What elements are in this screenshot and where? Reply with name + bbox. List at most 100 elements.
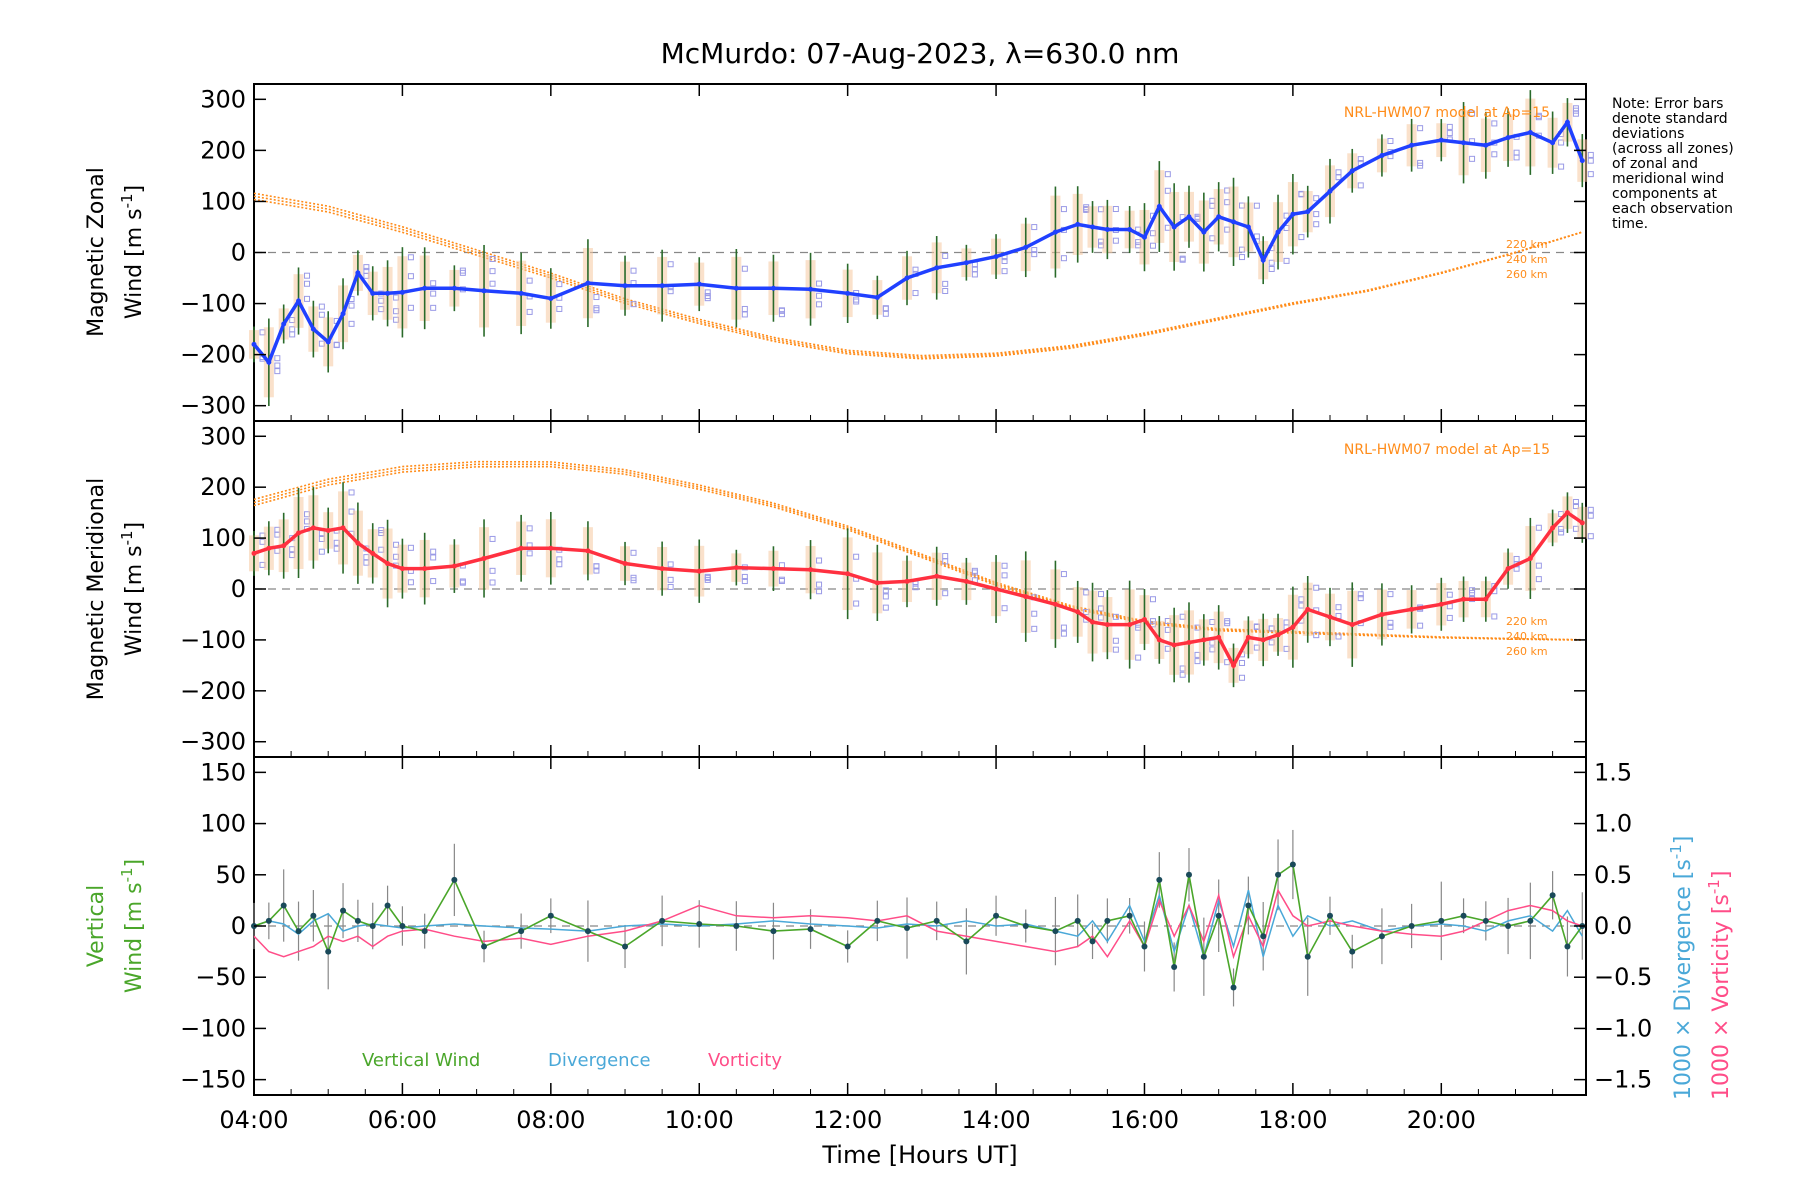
zonal-ytick-label: 200 — [200, 136, 246, 164]
zonal-ylabel: Magnetic Zonal Wind [m s-1] — [84, 167, 147, 337]
meridional-altitude-labels: 220 km 240 km 260 km — [1506, 615, 1548, 658]
zonal-sample — [593, 307, 600, 314]
meridional-wind-point — [808, 567, 814, 573]
vertical-wind-point — [369, 923, 376, 929]
zonal-sample — [556, 305, 563, 312]
zonal-sample — [882, 305, 889, 312]
zonal-wind-point — [1564, 119, 1570, 125]
x-axis-label: Time [Hours UT] — [821, 1141, 1017, 1169]
meridional-wind-point — [770, 566, 776, 572]
meridional-wind-point — [266, 545, 272, 551]
meridional-sample — [1513, 555, 1520, 562]
vertical-wind-point — [1408, 923, 1415, 929]
zonal-sample — [704, 289, 711, 296]
zonal-sample — [1558, 139, 1565, 146]
meridional-ylabel-line1: Magnetic Meridional — [84, 478, 109, 700]
zonal-wind-point — [1275, 229, 1281, 235]
meridional-wind-point — [251, 550, 257, 556]
vertical-wind-point — [481, 943, 488, 950]
zonal-ytick-label: −100 — [180, 290, 246, 318]
zonal-sample — [407, 254, 414, 261]
zonal-sample — [318, 311, 325, 318]
meridional-sample — [778, 578, 785, 585]
zonal-model-260 — [253, 192, 1583, 357]
zonal-ytick-label: −300 — [180, 392, 246, 420]
zonal-wind-point — [355, 270, 361, 276]
meridional-sample — [459, 579, 466, 586]
meridional-sample — [741, 578, 748, 585]
zonal-sample — [363, 264, 370, 271]
meridional-wind-point — [548, 545, 554, 551]
zonal-sample — [912, 290, 919, 297]
note-line-6: meridional wind — [1612, 171, 1724, 187]
zonal-wind-point — [385, 290, 391, 296]
zonal-wind-point — [696, 281, 702, 287]
zonal-ylabel-close: ] — [122, 185, 147, 194]
zonal-sample — [1112, 206, 1119, 213]
xtick-label: 08:00 — [516, 1106, 585, 1134]
meridional-sample — [1060, 630, 1067, 637]
meridional-sample — [853, 553, 860, 560]
zonal-sample — [1335, 169, 1342, 176]
zonal-sample — [274, 362, 281, 369]
zonal-sample — [1446, 123, 1453, 130]
meridional-sample — [667, 576, 674, 583]
zonal-sample — [1387, 138, 1394, 145]
meridional-wind-point — [1527, 555, 1533, 561]
zonal-wind-point — [451, 285, 457, 291]
meridional-wind-point — [1290, 624, 1296, 630]
zonal-sample — [1572, 107, 1579, 114]
vertical-wind-point — [1505, 923, 1512, 929]
meridional-sample — [942, 553, 949, 560]
meridional-wind-point — [696, 568, 702, 574]
zonal-ylabel-line2: Wind [m s-1] — [118, 185, 147, 319]
divergence-right-label-close: ] — [1671, 836, 1696, 845]
meridional-wind-point — [963, 578, 969, 584]
vertical-wind-point — [310, 912, 317, 919]
divergence-right-label-exp: -1 — [1667, 844, 1685, 859]
meridional-wind-point — [1052, 601, 1058, 607]
zonal-sample — [1335, 174, 1342, 181]
error-bar-note: Note: Error bars denote standard deviati… — [1612, 96, 1734, 232]
meridional-sample — [816, 588, 823, 595]
meridional-sample — [667, 561, 674, 568]
vertical-wind-point — [1074, 917, 1081, 924]
zonal-sample — [1535, 112, 1542, 119]
zonal-sample — [348, 302, 355, 309]
zonal-sample — [1179, 256, 1186, 263]
zonal-wind-point — [874, 294, 880, 300]
meridional-sample — [1446, 591, 1453, 598]
zonal-wind-point — [1075, 221, 1081, 227]
zonal-sample — [593, 294, 600, 301]
meridional-ytick-label: 100 — [200, 524, 246, 552]
vertical-wind-point — [1156, 876, 1163, 883]
meridional-sample — [667, 583, 674, 590]
zonal-wind-point — [310, 326, 316, 332]
zonal-wind-point — [733, 285, 739, 291]
xtick-label: 04:00 — [219, 1106, 288, 1134]
vorticity-right-label-close: ] — [1709, 871, 1734, 880]
vertical-wind-point — [874, 917, 881, 924]
zonal-sample — [1001, 258, 1008, 265]
zonal-sample — [667, 261, 674, 268]
meridional-sample — [816, 557, 823, 564]
meridional-sample — [1112, 646, 1119, 653]
divergence-right-label-text: 1000 × Divergence [s-1] — [1667, 836, 1696, 1100]
zonal-sample — [741, 265, 748, 272]
vertical-wind-point — [1215, 912, 1222, 919]
xtick-label: 18:00 — [1258, 1106, 1327, 1134]
meridional-wind-point — [325, 527, 331, 533]
meridional-sample — [1587, 533, 1594, 540]
zonal-sample — [1491, 120, 1498, 127]
zonal-sample — [289, 331, 296, 338]
meridional-wind-point — [281, 543, 287, 549]
meridional-wind-point — [1305, 606, 1311, 612]
meridional-sample — [1387, 619, 1394, 626]
zonal-wind-point — [1245, 224, 1251, 230]
zonal-sample — [526, 308, 533, 315]
meridional-sample — [1239, 659, 1246, 666]
zonal-ytick-label: 100 — [200, 187, 246, 215]
note-line-8: each observation — [1612, 201, 1733, 217]
meridional-wind-point — [1564, 510, 1570, 516]
right-ytick-label: 1.0 — [1594, 810, 1632, 838]
